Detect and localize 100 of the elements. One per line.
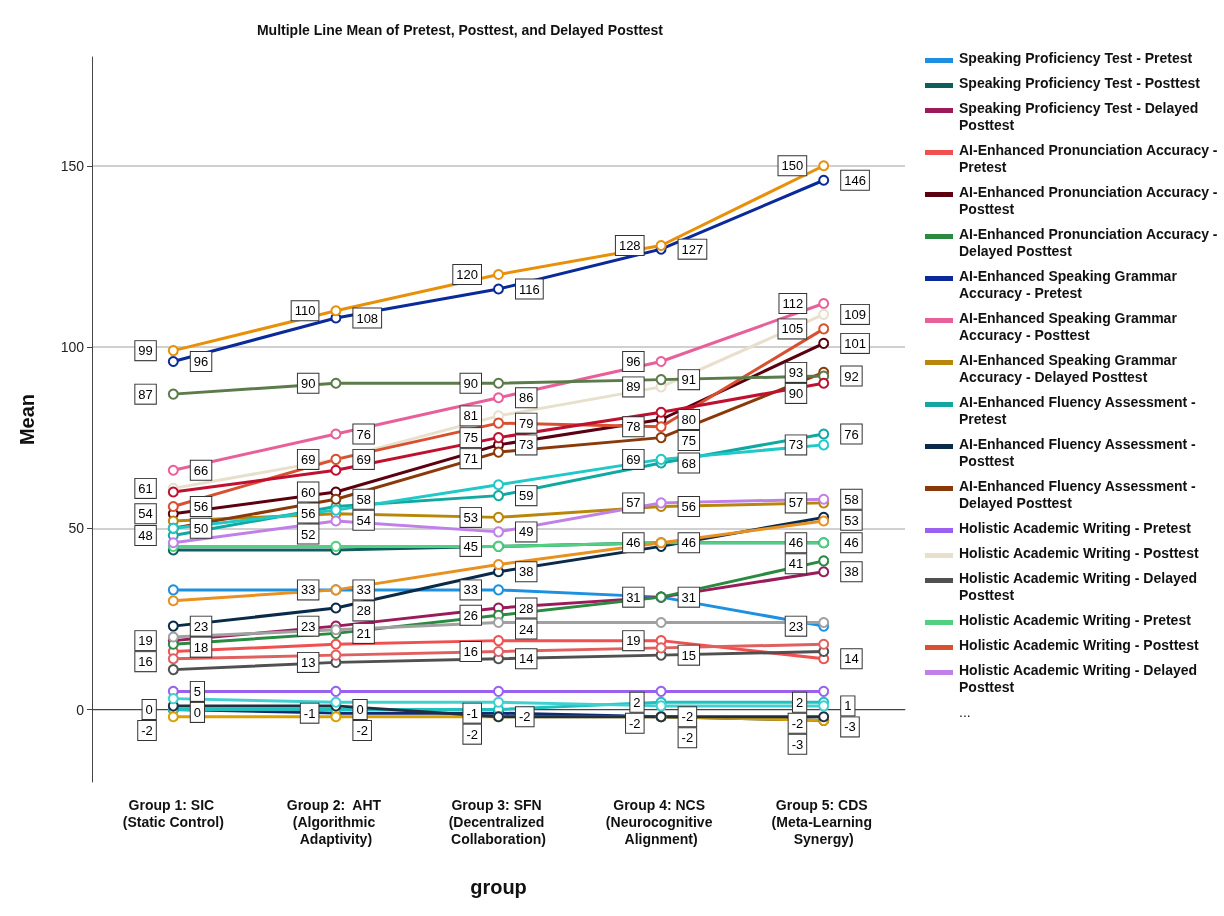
x-tick-label: Group 4: NCS (Neurocognitive Alignment) — [605, 796, 717, 847]
x-axis-title: group — [470, 876, 527, 898]
data-label: 73 — [519, 437, 534, 453]
data-label: 96 — [626, 354, 641, 369]
data-label: 96 — [193, 354, 209, 369]
data-label: 23 — [300, 618, 316, 634]
data-label: 54 — [138, 506, 153, 522]
legend-label: AI-Enhanced Fluency Assessment - Posttest — [959, 436, 1197, 470]
x-tick-label: Group 3: SFN (Decentralized Collaboration) — [448, 796, 549, 847]
data-label: 69 — [626, 451, 641, 467]
data-label: 24 — [519, 621, 534, 637]
data-label: -2 — [681, 709, 694, 725]
data-label: 116 — [519, 281, 540, 297]
data-label: 0 — [145, 702, 153, 717]
data-label: 120 — [456, 267, 478, 282]
data-label: 33 — [463, 582, 478, 598]
data-label: 21 — [356, 625, 371, 641]
data-label: 109 — [844, 306, 866, 322]
x-tick-label: Group 1: SIC (Static Control) — [122, 796, 224, 830]
legend-label: AI-Enhanced Pronunciation Accuracy - Pretest — [959, 142, 1219, 176]
legend-label: Holistic Academic Writing - Delayed Posttest — [959, 662, 1199, 696]
x-tick-label: Group 2: AHT (Algorithmic Adaptivity) — [286, 796, 386, 847]
legend-label: Holistic Academic Writing - Posttest — [959, 637, 1199, 654]
data-label: -2 — [356, 723, 368, 738]
x-tick-label: Group 5: CDS (Meta-Learning Synergy) — [771, 796, 876, 847]
data-label: 56 — [681, 499, 697, 514]
data-label: 31 — [681, 589, 697, 605]
data-label: -1 — [303, 705, 316, 721]
data-label: 91 — [681, 372, 697, 388]
data-label: -3 — [791, 736, 804, 752]
legend-label: AI-Enhanced Speaking Grammar Accuracy - Pretest — [959, 268, 1178, 302]
data-label: 128 — [618, 238, 641, 253]
legend-label: Speaking Proficiency Test - Posttest — [959, 75, 1200, 92]
data-label: 87 — [138, 386, 153, 402]
data-label: -1 — [466, 705, 478, 721]
legend-label: AI-Enhanced Pronunciation Accuracy - Delayed Posttest — [959, 226, 1219, 260]
data-label: 54 — [356, 512, 371, 528]
data-label: 46 — [681, 535, 697, 551]
legend-label: Speaking Proficiency Test - Pretest — [959, 50, 1193, 67]
data-label: 46 — [626, 535, 641, 551]
data-label: -2 — [519, 709, 531, 725]
legend-label: Holistic Academic Writing - Delayed Posttest — [959, 570, 1199, 604]
y-tick-label: 50 — [68, 520, 85, 537]
data-label: 53 — [844, 512, 859, 528]
y-tick-label: 100 — [60, 339, 85, 355]
data-label: 92 — [844, 368, 859, 384]
data-label: 127 — [681, 241, 704, 257]
data-label: 56 — [193, 499, 209, 514]
y-tick-label: 150 — [60, 157, 85, 174]
data-label: 48 — [138, 528, 153, 543]
data-label: 0 — [356, 702, 364, 717]
data-label: 49 — [519, 524, 534, 540]
data-label: 60 — [300, 484, 316, 500]
legend-label: Holistic Academic Writing - Pretest — [959, 612, 1191, 629]
data-label: 105 — [781, 321, 804, 337]
data-label: 46 — [788, 535, 804, 551]
data-label: 52 — [300, 526, 316, 542]
data-label: 2 — [795, 694, 804, 710]
legend-label: AI-Enhanced Fluency Assessment - Pretest — [959, 394, 1197, 428]
legend-label: Holistic Academic Writing - Pretest — [959, 520, 1191, 537]
data-label: 38 — [519, 564, 534, 580]
data-label: 76 — [844, 426, 859, 442]
data-label: 57 — [788, 495, 804, 511]
data-label: 38 — [844, 564, 859, 580]
data-label: 90 — [463, 375, 478, 391]
data-label: 75 — [463, 430, 478, 446]
data-label: 90 — [788, 385, 804, 401]
data-label: 45 — [463, 538, 478, 554]
data-label: 90 — [300, 375, 316, 391]
data-label: 23 — [788, 618, 804, 634]
data-label: 61 — [138, 480, 153, 496]
data-label: 80 — [681, 412, 697, 427]
data-label: 146 — [844, 172, 866, 188]
data-label: 112 — [782, 296, 804, 311]
data-label: 23 — [193, 618, 209, 634]
y-tick-label: 0 — [76, 701, 85, 718]
data-label: 81 — [463, 408, 478, 424]
data-label: 79 — [519, 415, 534, 431]
data-label: 59 — [519, 488, 534, 504]
data-label: 99 — [138, 343, 153, 359]
data-label: 19 — [626, 633, 641, 649]
data-label: -2 — [629, 715, 641, 731]
data-label: 89 — [626, 379, 641, 395]
data-label: 75 — [681, 433, 697, 448]
chart-title: Multiple Line Mean of Pretest, Posttest, and Delayed Posttest — [256, 22, 664, 38]
legend-label: AI-Enhanced Pronunciation Accuracy - Posttest — [959, 184, 1219, 218]
data-label: 13 — [300, 654, 316, 670]
text: ... — [959, 704, 972, 720]
data-label: 14 — [844, 651, 859, 667]
data-label: 150 — [781, 158, 804, 174]
data-label: 68 — [681, 455, 697, 471]
legend-label: Holistic Academic Writing - Posttest — [959, 545, 1199, 562]
data-label: 69 — [356, 451, 371, 467]
data-label: 41 — [788, 556, 804, 572]
data-label: 93 — [788, 364, 804, 380]
legend-label: AI-Enhanced Speaking Grammar Accuracy - Delayed Posttest — [959, 352, 1178, 386]
data-label: -3 — [844, 719, 856, 735]
data-label: 19 — [138, 633, 153, 649]
legend-label: Speaking Proficiency Test - Delayed Posttest — [959, 100, 1200, 134]
data-label: 33 — [300, 582, 316, 598]
